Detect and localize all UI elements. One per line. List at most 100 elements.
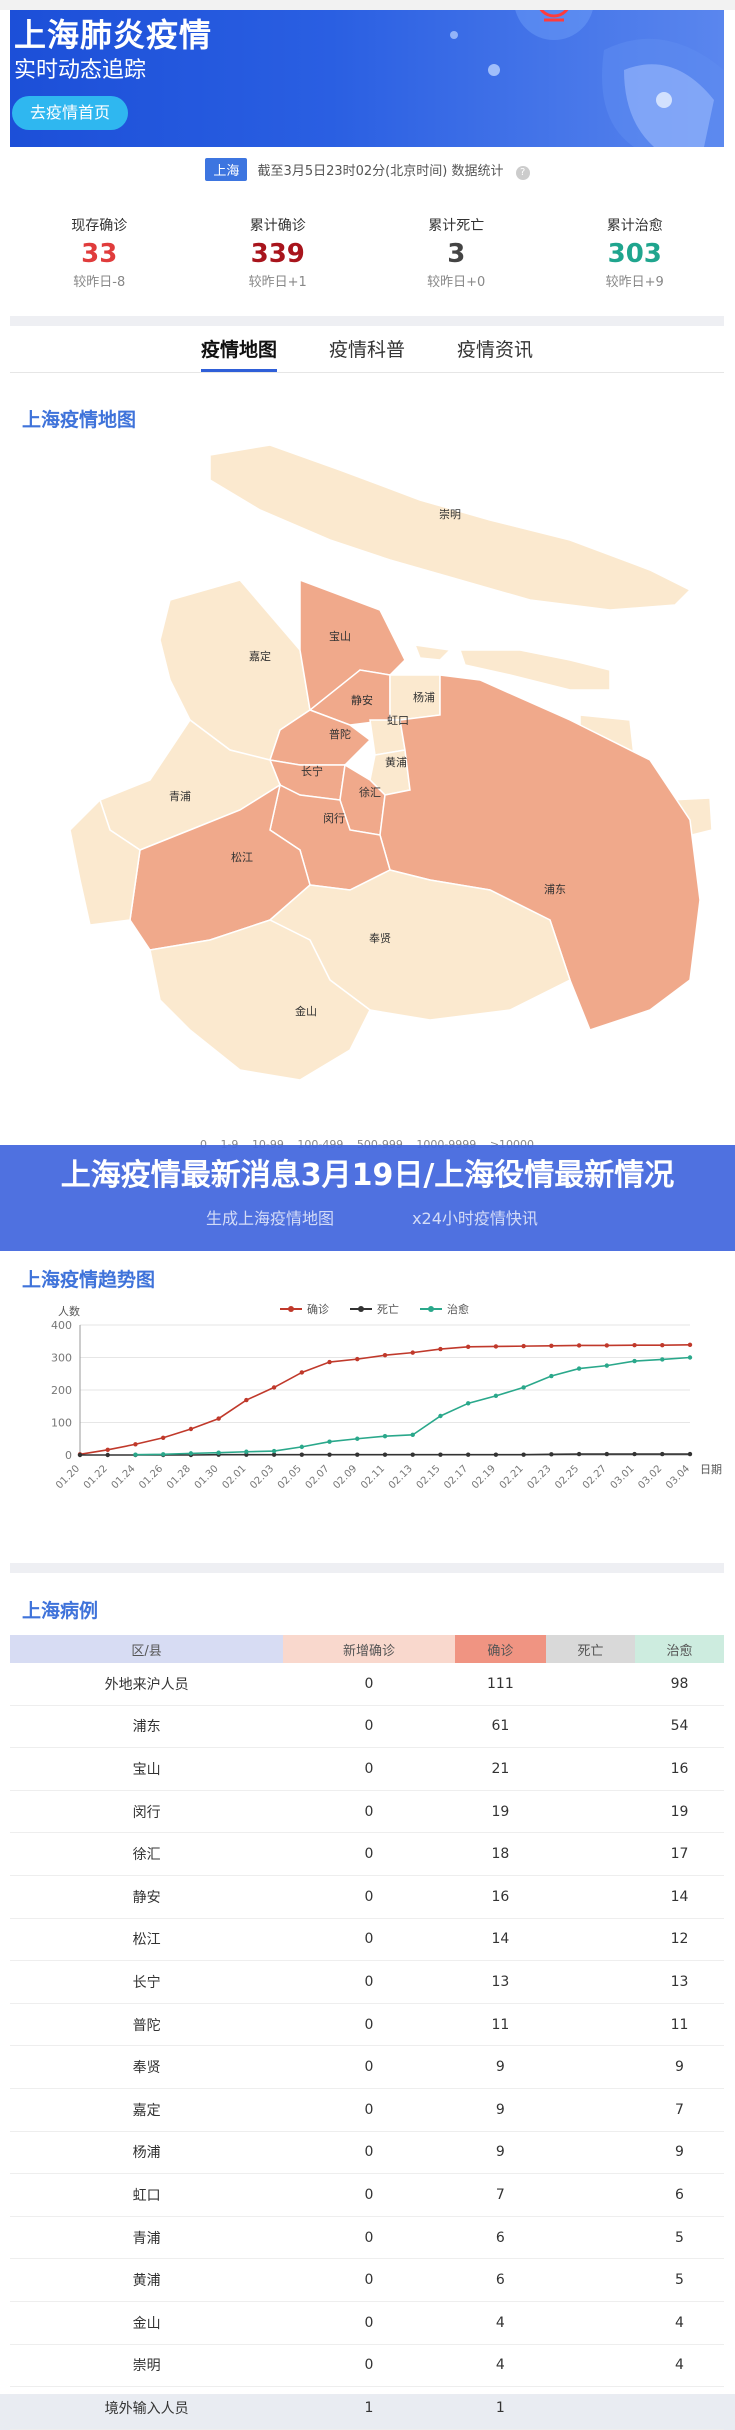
- table-cell: 9: [454, 2088, 546, 2132]
- section-divider: [10, 1563, 724, 1573]
- generate-map-button[interactable]: 生成上海疫情地图: [205, 1209, 334, 1228]
- table-cell: 1: [283, 2386, 455, 2430]
- table-cell: 崇明: [10, 2344, 284, 2388]
- table-cell: [546, 1918, 635, 1962]
- x-tick-label: 01.20: [54, 1463, 82, 1491]
- label-changning: 长宁: [301, 764, 323, 778]
- x-tick-label: 02.09: [331, 1463, 359, 1491]
- label-hongkou: 虹口: [387, 714, 409, 727]
- table-cell: 虹口: [10, 2173, 284, 2217]
- data-point: [465, 1401, 471, 1406]
- data-point: [327, 1359, 332, 1365]
- table-row: 浦东 0 61 54: [10, 1705, 724, 1749]
- tab-science[interactable]: 疫情科普: [328, 339, 405, 361]
- label-minhang: 闵行: [323, 811, 345, 825]
- data-point: [244, 1449, 249, 1454]
- x-tick-label: 01.22: [82, 1463, 110, 1491]
- data-point: [438, 1346, 443, 1352]
- data-point: [410, 1432, 415, 1438]
- trend-chart: 人数 0 100 200 300 400 01.20 01.22 01.24 01.26 01.28…: [51, 1302, 722, 1491]
- data-point: [382, 1452, 388, 1457]
- table-cell: 0: [283, 2301, 455, 2345]
- news-flash-button[interactable]: x24小时疫情快讯: [412, 1209, 538, 1228]
- table-cell: 0: [283, 2344, 455, 2388]
- table-row: 境外输入人员 1 1: [10, 2386, 724, 2430]
- stat-label: 现存确诊: [71, 218, 128, 234]
- table-cell: 1: [454, 2386, 546, 2430]
- table-row: 松江 0 14 12: [10, 1918, 724, 1962]
- stat-deaths: 累计死亡 3 较昨日+0: [367, 215, 546, 300]
- table-cell: 0: [283, 2003, 455, 2047]
- label-jingan: 静安: [351, 693, 373, 707]
- banner-title: 上海肺炎疫情: [14, 16, 213, 54]
- label-huangpu: 黄浦: [385, 755, 407, 769]
- table-cell: 青浦: [10, 2216, 284, 2260]
- y-tick-label: 300: [51, 1352, 72, 1365]
- table-cell: 0: [283, 1747, 455, 1791]
- data-point: [244, 1397, 249, 1403]
- data-point: [521, 1452, 526, 1457]
- x-tick-label: 03.02: [636, 1463, 664, 1491]
- table-cell: 4: [634, 2301, 724, 2345]
- table-cell: [546, 2045, 635, 2089]
- x-axis-label: 日期: [700, 1463, 722, 1476]
- col-district[interactable]: 区/县: [10, 1635, 284, 1663]
- col-cured[interactable]: 治愈: [634, 1635, 724, 1663]
- table-cell: 0: [283, 1790, 455, 1834]
- tab-map[interactable]: 疫情地图: [200, 330, 277, 372]
- section-divider: [10, 316, 724, 326]
- x-tick-label: 02.13: [387, 1463, 415, 1491]
- table-cell: [546, 2301, 635, 2345]
- data-point: [299, 1452, 305, 1457]
- data-point: [521, 1343, 526, 1349]
- col-new[interactable]: 新增确诊: [283, 1635, 455, 1663]
- table-row: 宝山 0 21 16: [10, 1747, 724, 1791]
- table-cell: 54: [634, 1705, 724, 1749]
- headline-overlay: 上海疫情最新消息3月19日/上海役情最新情况: [0, 1145, 735, 1251]
- table-row: 杨浦 0 9 9: [10, 2131, 724, 2175]
- table-cell: 11: [634, 2003, 724, 2047]
- table-cell: 14: [634, 1875, 724, 1919]
- table-cell: 6: [634, 2173, 724, 2217]
- island-a: [458, 649, 611, 691]
- data-point: [549, 1343, 554, 1348]
- info-icon[interactable]: ?: [515, 166, 530, 180]
- data-point: [576, 1343, 582, 1348]
- label-jiading: 嘉定: [249, 649, 271, 663]
- table-cell: [546, 1705, 635, 1749]
- table-cell: 13: [634, 1960, 724, 2004]
- label-qingpu: 青浦: [169, 790, 191, 803]
- x-tick-label: 02.15: [415, 1463, 443, 1491]
- table-cell: [546, 1747, 635, 1791]
- table-row: 青浦 0 6 5: [10, 2216, 724, 2260]
- data-point: [133, 1452, 138, 1457]
- col-confirmed[interactable]: 确诊: [454, 1635, 546, 1663]
- table-cell: 宝山: [10, 1747, 284, 1791]
- table-cell: 外地来沪人员: [10, 1663, 284, 1706]
- table-cell: 松江: [10, 1918, 284, 1962]
- x-tick-label: 01.30: [193, 1463, 221, 1491]
- data-point: [382, 1353, 388, 1358]
- tab-news[interactable]: 疫情资讯: [457, 339, 534, 361]
- x-tick-label: 01.24: [110, 1463, 138, 1491]
- x-tick-label: 03.01: [609, 1463, 637, 1491]
- city-tag[interactable]: 上海: [205, 158, 248, 181]
- table-cell: 静安: [10, 1875, 284, 1919]
- stat-cured: 累计治愈 303 较昨日+9: [546, 215, 725, 300]
- stat-delta: 较昨日+9: [605, 275, 664, 290]
- data-point: [438, 1413, 443, 1419]
- table-cell: [546, 2173, 635, 2217]
- table-cell: 浦东: [10, 1705, 284, 1749]
- stat-label: 累计治愈: [606, 218, 663, 234]
- x-tick-label: 02.19: [470, 1463, 498, 1491]
- home-button[interactable]: 去疫情首页: [12, 96, 128, 130]
- stat-label: 累计死亡: [428, 218, 485, 234]
- shanghai-map[interactable]: 崇明 宝山 嘉定 静安 杨浦 普陀 虹口 长宁 黄浦 青浦 徐汇 闵行 松江 浦…: [10, 420, 724, 1140]
- data-point: [105, 1447, 110, 1452]
- label-putuo: 普陀: [329, 727, 351, 741]
- col-deaths[interactable]: 死亡: [546, 1635, 635, 1663]
- table-cell: 19: [454, 1790, 546, 1834]
- table-row: 静安 0 16 14: [10, 1875, 724, 1919]
- tab-underline: [10, 372, 724, 373]
- data-point: [660, 1357, 665, 1362]
